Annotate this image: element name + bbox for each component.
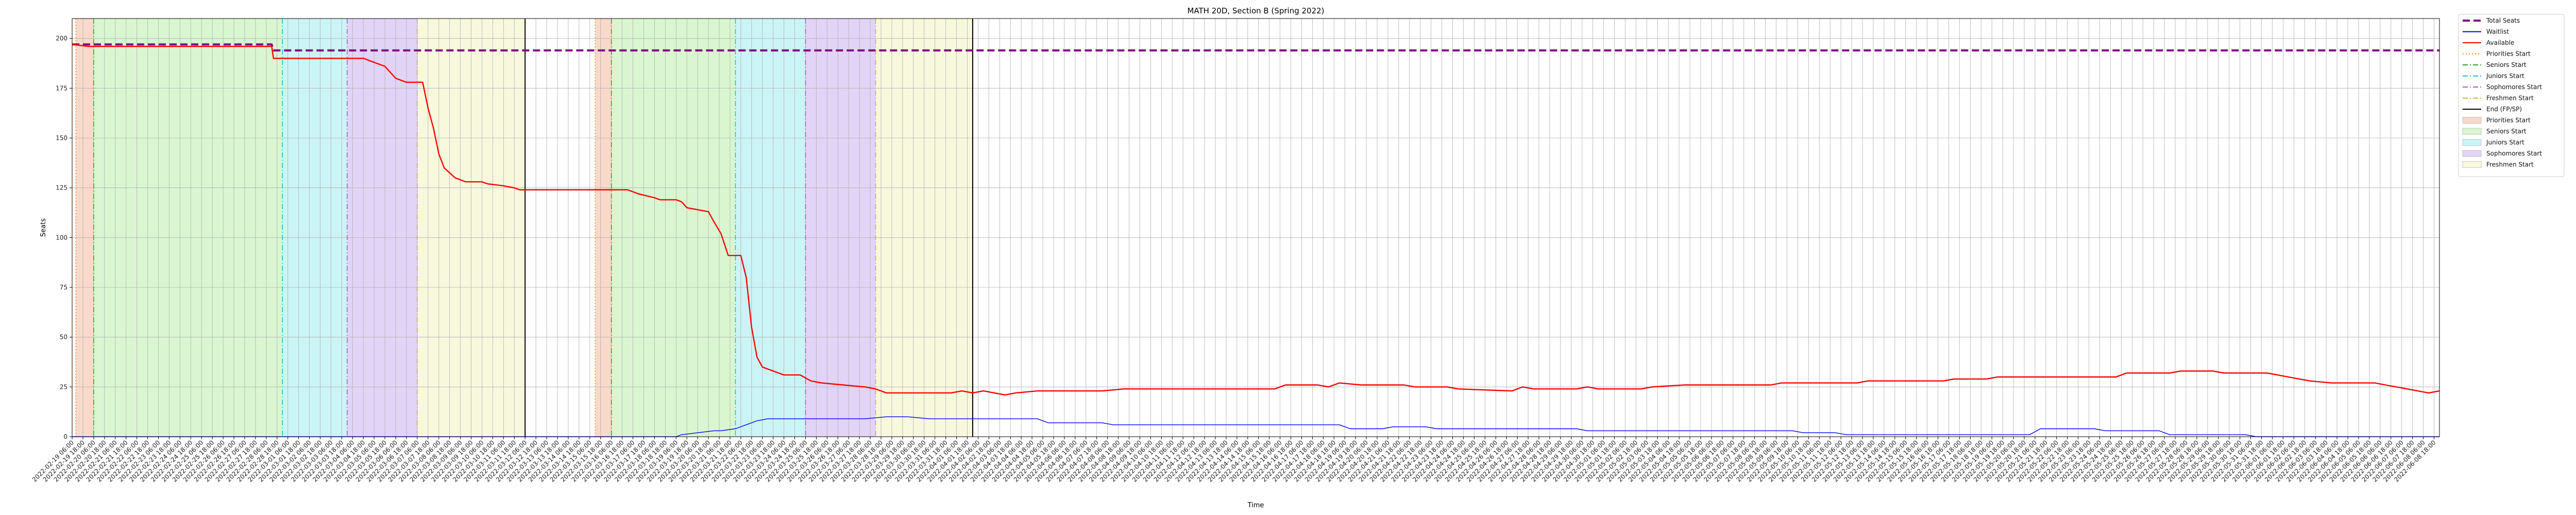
legend-label: Freshmen Start bbox=[2486, 95, 2534, 102]
y-tick-label: 25 bbox=[60, 383, 67, 390]
chart-title: MATH 20D, Section B (Spring 2022) bbox=[1187, 6, 1324, 15]
legend-swatch bbox=[2462, 128, 2482, 135]
band-9 bbox=[805, 19, 876, 437]
legend-label: Waitlist bbox=[2486, 28, 2509, 36]
legend-box bbox=[2458, 14, 2565, 177]
data-series bbox=[72, 43, 2440, 437]
legend-label: Seniors Start bbox=[2486, 128, 2527, 135]
legend-label: Freshmen Start bbox=[2486, 161, 2534, 168]
y-tick-label: 100 bbox=[56, 234, 67, 241]
band-8 bbox=[735, 19, 806, 437]
y-axis-label: Seats bbox=[40, 218, 47, 237]
legend: Total Seats Waitlist Available Priorities S… bbox=[2458, 14, 2565, 177]
legend-label: Seniors Start bbox=[2486, 61, 2527, 68]
legend-label: Available bbox=[2486, 39, 2514, 46]
legend-label: Juniors Start bbox=[2486, 139, 2524, 146]
legend-swatch bbox=[2462, 161, 2482, 168]
y-tick-label: 0 bbox=[63, 433, 67, 440]
legend-label: Sophomores Start bbox=[2486, 83, 2542, 91]
plot-frame bbox=[72, 18, 2440, 437]
x-axis-label: Time bbox=[1247, 502, 1264, 509]
period-marker-lines bbox=[75, 19, 973, 437]
legend-label: Priorities Start bbox=[2486, 50, 2531, 58]
legend-swatch bbox=[2462, 117, 2482, 124]
legend-label: Total Seats bbox=[2486, 17, 2520, 24]
grid-lines bbox=[72, 19, 2439, 437]
legend-label: End (FP/SP) bbox=[2486, 106, 2522, 113]
y-tick-label: 150 bbox=[56, 134, 67, 142]
legend-label: Juniors Start bbox=[2486, 73, 2524, 80]
period-bands bbox=[75, 19, 973, 437]
band-2 bbox=[282, 19, 347, 437]
band-6 bbox=[595, 19, 612, 437]
band-1 bbox=[93, 19, 283, 437]
series-waitlist bbox=[72, 416, 2439, 437]
y-axis-ticks: 0 25 50 75 100 125 150 175 200 bbox=[56, 35, 72, 440]
y-tick-label: 200 bbox=[56, 35, 67, 42]
y-tick-label: 125 bbox=[56, 184, 67, 192]
legend-swatch bbox=[2462, 150, 2482, 157]
legend-label: Sophomores Start bbox=[2486, 150, 2542, 157]
series-total-seats bbox=[72, 43, 2439, 52]
y-tick-label: 175 bbox=[56, 84, 67, 92]
y-tick-label: 75 bbox=[60, 284, 67, 291]
legend-swatch bbox=[2462, 139, 2482, 146]
band-3 bbox=[347, 19, 417, 437]
legend-label: Priorities Start bbox=[2486, 117, 2531, 124]
y-tick-label: 50 bbox=[60, 334, 67, 341]
band-0 bbox=[75, 19, 94, 437]
series-available bbox=[72, 44, 2440, 396]
